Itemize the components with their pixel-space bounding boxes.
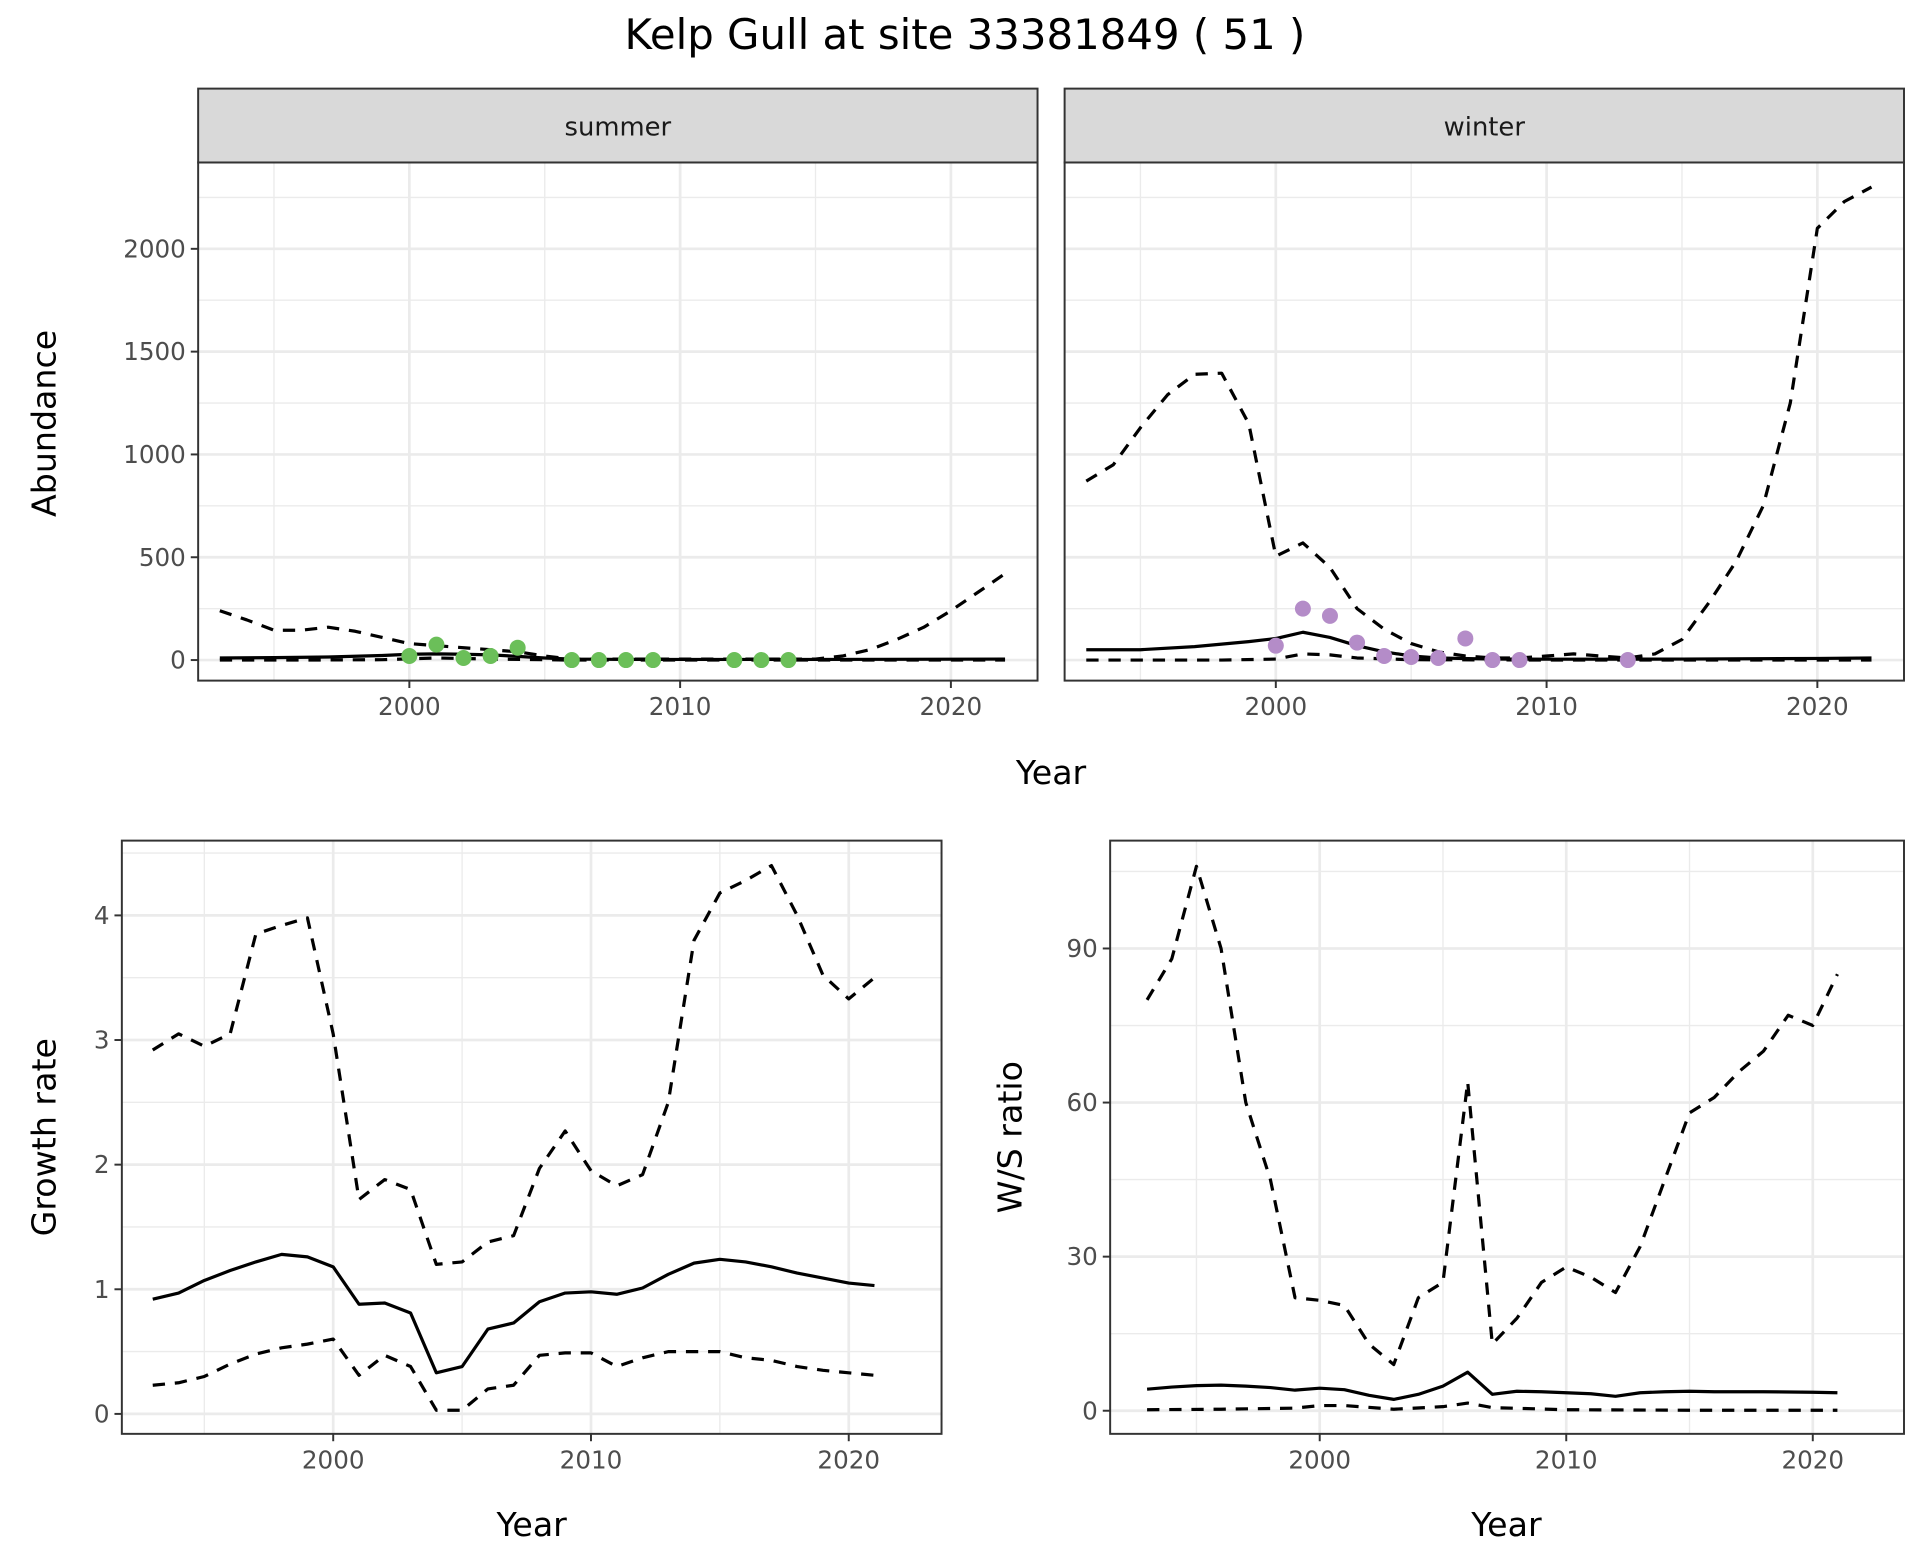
data-point [590,652,607,669]
data-point [1294,600,1311,617]
data-point [1267,637,1284,654]
y-tick-label: 0 [94,1400,110,1429]
series-line-estimate [1086,630,1872,661]
panel-border [1109,839,1905,1435]
y-axis-title: W/S ratio [991,1061,1030,1213]
chart-title: Kelp Gull at site 33381849 ( 51 ) [625,10,1306,59]
y-tick-label: 500 [139,543,186,572]
data-point [401,647,418,664]
facet-label: winter [1444,112,1526,142]
series-line-estimate [1146,1370,1838,1401]
series-line-upper [1085,185,1873,660]
x-tick-label: 2000 [302,1445,365,1474]
x-tick-label: 2020 [1781,1445,1844,1474]
data-point [726,652,743,669]
series-line-estimate [152,1252,875,1375]
data-point [482,647,499,664]
y-tick-label: 60 [1067,1088,1098,1117]
y-tick-label: 2000 [123,234,186,263]
data-point [1349,634,1366,651]
x-tick-label: 2020 [920,692,983,721]
panel-ratio: 2000 2010 2020 0 30 60 90 Year W/S ratio [991,839,1905,1544]
y-tick-label: 2 [94,1150,110,1179]
data-point [1403,648,1420,665]
data-point [1457,630,1474,647]
data-point [1376,647,1393,664]
data-point [617,652,634,669]
panel-winter: winter 2000 2010 2020 [1063,87,1905,721]
x-tick-label: 2020 [817,1445,880,1474]
y-tick-label: 90 [1067,934,1098,963]
data-point [1430,649,1447,666]
series-line-lower [152,1337,875,1412]
top-x-axis-title: Year [1015,753,1087,792]
series-line-lower [1147,1401,1838,1412]
data-point [1321,607,1338,624]
panel-growth: 2000 2010 2020 0 1 2 3 4 Year Growth rate [24,839,943,1544]
data-point [645,652,662,669]
series-line-upper [1145,864,1839,1367]
panel-border [1063,161,1905,682]
y-tick-label: 0 [170,646,186,675]
y-tick-label: 1000 [123,440,186,469]
x-tick-label: 2000 [1288,1445,1351,1474]
data-point [563,652,580,669]
facet-label: summer [565,112,672,142]
y-tick-label: 1 [94,1275,110,1304]
series-line-upper [151,864,876,1266]
y-tick-label: 4 [94,901,110,930]
x-tick-label: 2000 [1244,692,1307,721]
panel-border [120,839,943,1435]
y-tick-label: 1500 [123,337,186,366]
data-point [428,636,445,653]
x-tick-label: 2010 [1515,692,1578,721]
data-point [780,652,797,669]
series-line-upper [219,572,1006,661]
x-tick-label: 2000 [378,692,441,721]
panel-summer: summer 2000 2010 2020 0 500 1000 1500 2000 [123,87,1039,721]
data-point [1484,652,1501,669]
y-tick-label: 3 [94,1026,110,1055]
data-point [509,639,526,656]
x-tick-label: 2010 [1535,1445,1598,1474]
data-point [1511,652,1528,669]
data-point [1619,652,1636,669]
y-tick-label: 30 [1067,1242,1098,1271]
facet-strip [1063,87,1905,164]
x-tick-label: 2010 [649,692,712,721]
top-y-axis-title: Abundance [24,330,63,517]
panel-border [197,161,1039,682]
x-axis-title: Year [496,1505,568,1544]
x-tick-label: 2020 [1786,692,1849,721]
series-line-lower [1086,652,1872,662]
y-axis-title: Growth rate [24,1038,63,1236]
data-point [455,649,472,666]
x-tick-label: 2010 [560,1445,623,1474]
x-axis-title: Year [1470,1505,1542,1544]
facet-strip [197,87,1039,164]
data-point [753,652,770,669]
y-tick-label: 0 [1082,1396,1098,1425]
